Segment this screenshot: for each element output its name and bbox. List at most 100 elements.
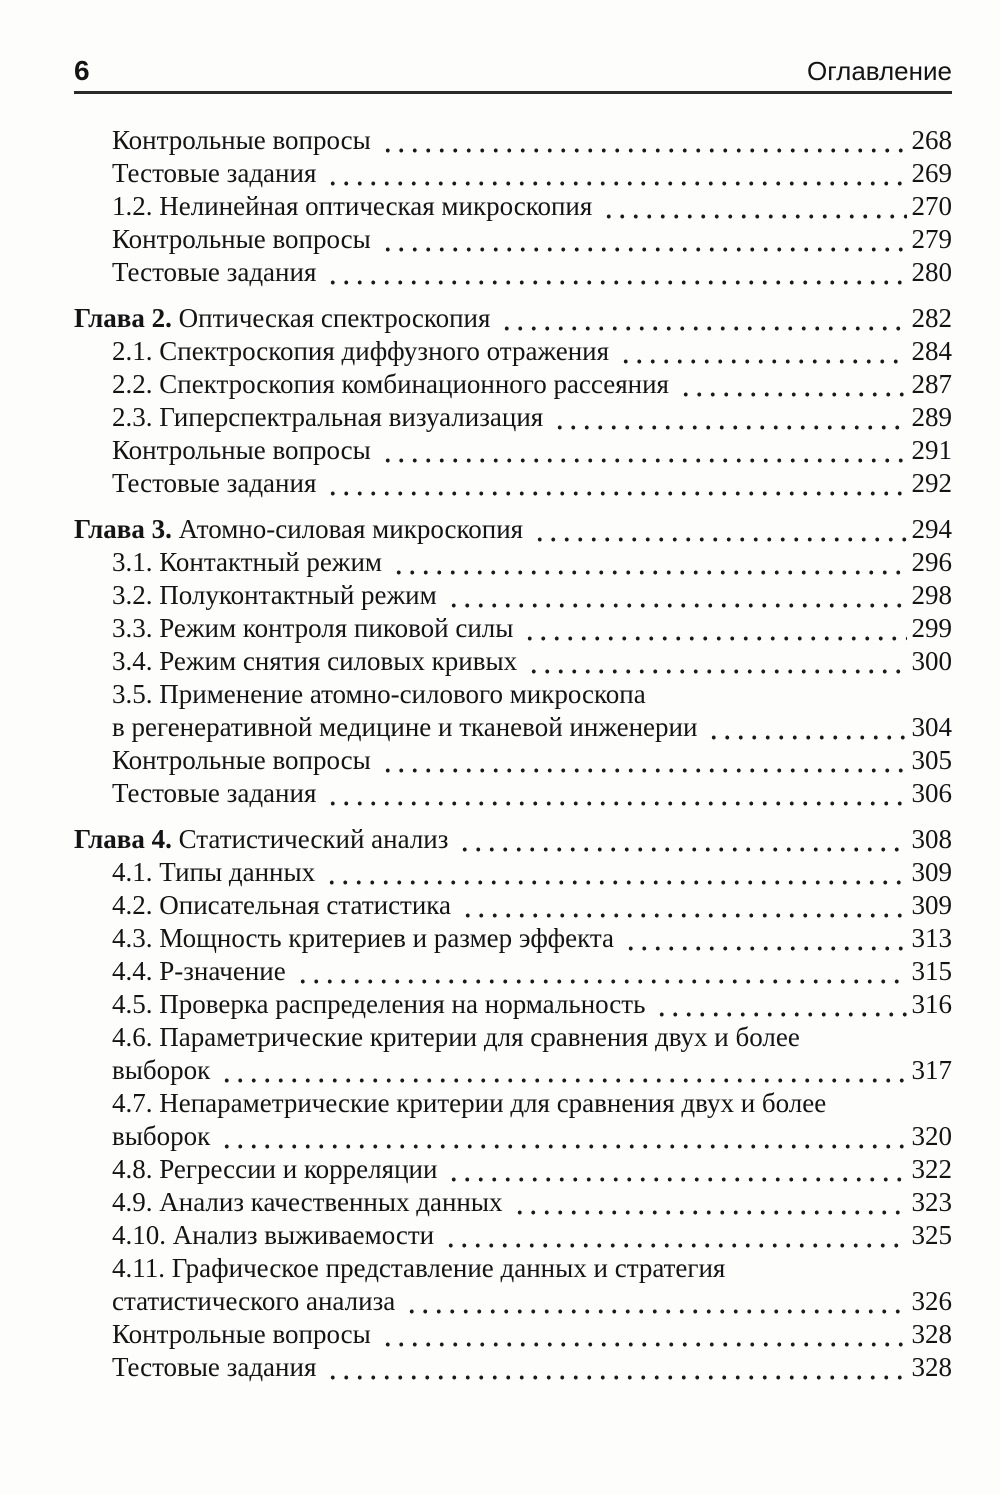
entry-page-number: 328 xyxy=(911,1352,953,1382)
toc-entry: 4.4. P-значение 315 xyxy=(74,955,952,988)
toc-entry: 2.1. Спектроскопия диффузного отражения 2… xyxy=(74,335,952,368)
entry-title: 3.1. Контактный режим xyxy=(112,547,382,577)
dot-leader xyxy=(458,889,907,922)
dot-leader xyxy=(323,256,907,289)
toc-entry: 3.2. Полуконтактный режим 298 xyxy=(74,579,952,612)
entry-page-number: 322 xyxy=(911,1154,953,1184)
entry-page-number: 309 xyxy=(911,857,953,887)
entry-page-number: 315 xyxy=(911,956,953,986)
entry-page-number: 304 xyxy=(911,712,953,742)
toc-entry: Тестовые задания 328 xyxy=(74,1351,952,1384)
entry-page-number: 317 xyxy=(911,1055,953,1085)
entry-title: Глава 3. Атомно-силовая микроскопия xyxy=(74,514,524,544)
dot-leader xyxy=(616,335,907,368)
entry-page-number: 270 xyxy=(911,191,953,221)
entry-title: выборок xyxy=(112,1055,211,1085)
dot-leader xyxy=(520,612,907,645)
header-rule xyxy=(74,91,952,94)
toc-entry: 2.2. Спектроскопия комбинационного рассе… xyxy=(74,368,952,401)
entry-page-number: 313 xyxy=(911,923,953,953)
toc-entry: 4.3. Мощность критериев и размер эффекта… xyxy=(74,922,952,955)
entry-title: 4.3. Мощность критериев и размер эффекта xyxy=(112,923,615,953)
toc-entry-continuation: выборок 317 xyxy=(74,1054,952,1087)
entry-title: 1.2. Нелинейная оптическая микроскопия xyxy=(112,191,593,221)
entry-page-number: 300 xyxy=(911,646,953,676)
entry-title: Глава 2. Оптическая спектроскопия xyxy=(74,303,491,333)
toc-entry: Контрольные вопросы 291 xyxy=(74,434,952,467)
running-header: 6 Оглавление xyxy=(74,55,952,87)
chapter-label: Глава 3. xyxy=(74,514,179,544)
dot-leader xyxy=(441,1219,907,1252)
entry-title: Тестовые задания xyxy=(112,158,317,188)
entry-page-number: 309 xyxy=(911,890,953,920)
entry-title: 2.2. Спектроскопия комбинационного рассе… xyxy=(112,369,669,399)
entry-title: 4.5. Проверка распределения на нормально… xyxy=(112,989,646,1019)
entry-page-number: 316 xyxy=(911,989,953,1019)
entry-title: 4.10. Анализ выживаемости xyxy=(112,1220,435,1250)
entry-title: Тестовые задания xyxy=(112,468,317,498)
entry-title: Контрольные вопросы xyxy=(112,125,371,155)
entry-page-number: 325 xyxy=(911,1220,953,1250)
entry-page-number: 269 xyxy=(911,158,953,188)
entry-page-number: 279 xyxy=(911,224,953,254)
dot-leader xyxy=(652,988,907,1021)
entry-title: 3.5. Применение атомно-силового микроско… xyxy=(112,679,646,709)
entry-title: Контрольные вопросы xyxy=(112,224,371,254)
entry-page-number: 294 xyxy=(911,514,953,544)
entry-page-number: 282 xyxy=(911,303,953,333)
entry-title: 4.8. Регрессии и корреляции xyxy=(112,1154,438,1184)
dot-leader xyxy=(323,777,907,810)
entry-title: в регенеративной медицине и тканевой инж… xyxy=(112,712,698,742)
entry-page-number: 320 xyxy=(911,1121,953,1151)
toc-entry: Тестовые задания 269 xyxy=(74,157,952,190)
entry-page-number: 306 xyxy=(911,778,953,808)
entry-title: 2.3. Гиперспектральная визуализация xyxy=(112,402,544,432)
toc-entry: Контрольные вопросы 268 xyxy=(74,124,952,157)
toc-entry: 4.7. Непараметрические критерии для срав… xyxy=(74,1087,952,1120)
entry-title: Тестовые задания xyxy=(112,778,317,808)
dot-leader xyxy=(444,1153,907,1186)
entry-title: Контрольные вопросы xyxy=(112,1319,371,1349)
entry-page-number: 280 xyxy=(911,257,953,287)
entry-title: 3.3. Режим контроля пиковой силы xyxy=(112,613,514,643)
dot-leader xyxy=(389,546,907,579)
dot-leader xyxy=(377,124,907,157)
toc-chapter-entry: Глава 4. Статистический анализ 308 xyxy=(74,823,952,856)
entry-title: 4.11. Графическое представление данных и… xyxy=(112,1253,726,1283)
dot-leader xyxy=(402,1285,907,1318)
entry-page-number: 287 xyxy=(911,369,953,399)
toc-entry: 3.1. Контактный режим 296 xyxy=(74,546,952,579)
dot-leader xyxy=(217,1054,907,1087)
entry-page-number: 305 xyxy=(911,745,953,775)
dot-leader xyxy=(377,744,907,777)
toc-entry: 4.1. Типы данных 309 xyxy=(74,856,952,889)
entry-page-number: 291 xyxy=(911,435,953,465)
dot-leader xyxy=(497,302,907,335)
toc-entry: 3.4. Режим снятия силовых кривых 300 xyxy=(74,645,952,678)
entry-title: Контрольные вопросы xyxy=(112,435,371,465)
toc-entry: 4.8. Регрессии и корреляции 322 xyxy=(74,1153,952,1186)
dot-leader xyxy=(675,368,907,401)
toc-list: Контрольные вопросы 268 Тестовые задания 26… xyxy=(74,124,952,1384)
toc-entry: Тестовые задания 306 xyxy=(74,777,952,810)
dot-leader xyxy=(323,467,907,500)
toc-entry: 1.2. Нелинейная оптическая микроскопия 27… xyxy=(74,190,952,223)
dot-leader xyxy=(621,922,907,955)
entry-title: Глава 4. Статистический анализ xyxy=(74,824,449,854)
entry-page-number: 268 xyxy=(911,125,953,155)
chapter-label: Глава 4. xyxy=(74,824,179,854)
dot-leader xyxy=(524,645,907,678)
entry-title: 4.2. Описательная статистика xyxy=(112,890,451,920)
dot-leader xyxy=(323,1351,907,1384)
current-page-number: 6 xyxy=(74,55,90,86)
entry-page-number: 308 xyxy=(911,824,953,854)
toc-entry: Тестовые задания 280 xyxy=(74,256,952,289)
toc-entry: 4.6. Параметрические критерии для сравне… xyxy=(74,1021,952,1054)
entry-title: Тестовые задания xyxy=(112,257,317,287)
dot-leader xyxy=(455,823,907,856)
entry-title: 2.1. Спектроскопия диффузного отражения xyxy=(112,336,610,366)
entry-page-number: 292 xyxy=(911,468,953,498)
toc-entry: 3.3. Режим контроля пиковой силы 299 xyxy=(74,612,952,645)
toc-entry: Тестовые задания 292 xyxy=(74,467,952,500)
